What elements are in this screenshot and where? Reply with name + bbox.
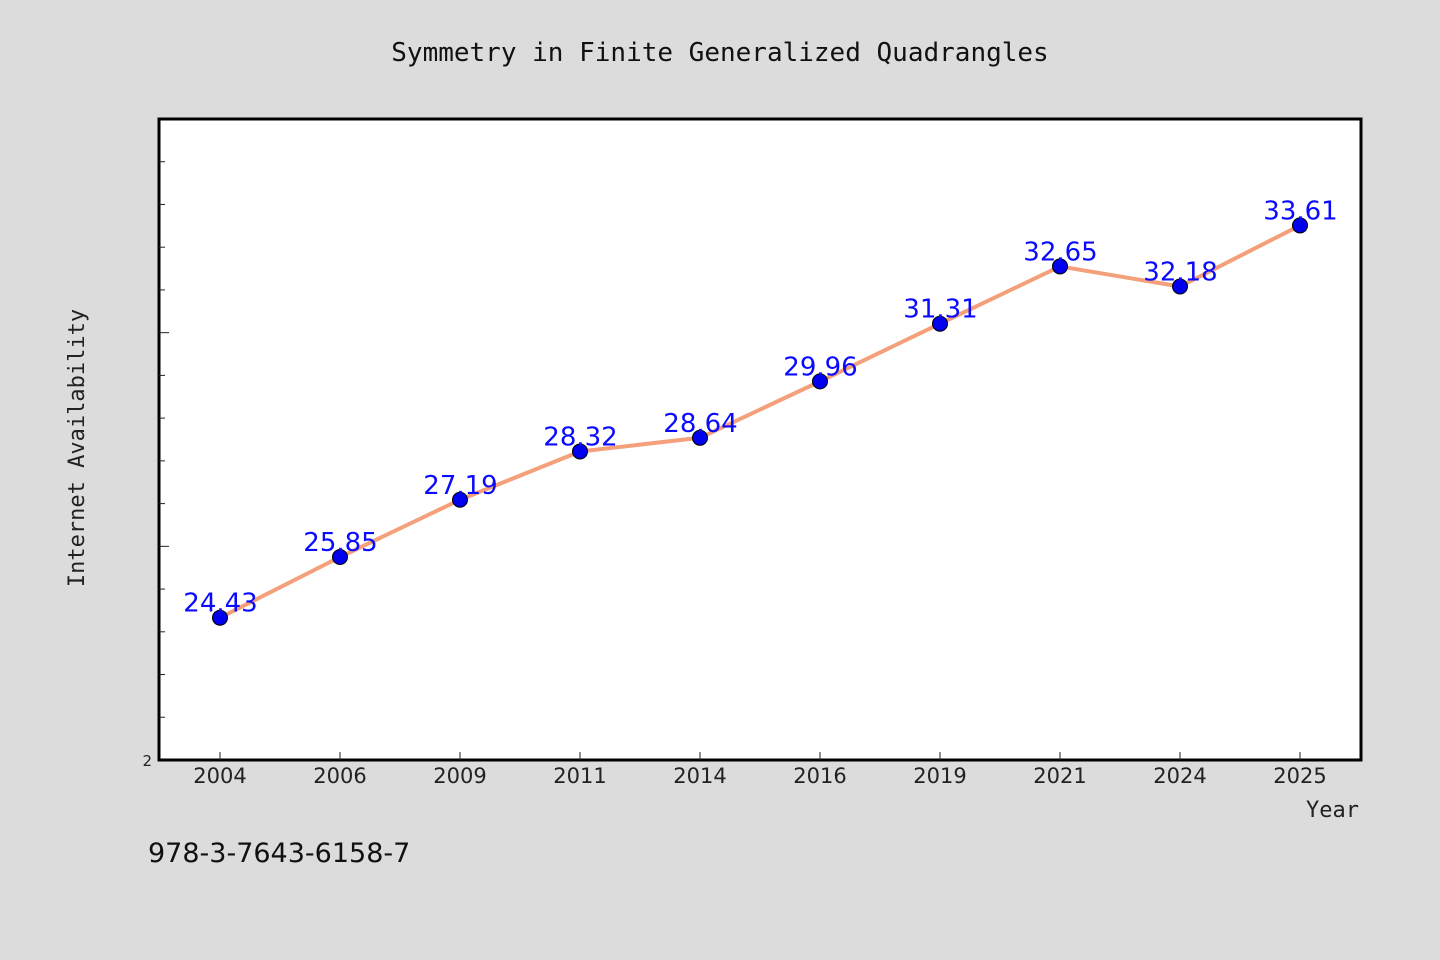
- x-tick-label: 2014: [673, 764, 726, 788]
- y-axis-label: Internet Availability: [65, 309, 90, 587]
- chart-title: Symmetry in Finite Generalized Quadrangl…: [391, 38, 1048, 68]
- x-tick-label: 2024: [1153, 764, 1206, 788]
- data-point: [812, 373, 828, 390]
- plot-area: [157, 117, 1363, 762]
- series-line-group: [218, 223, 1302, 620]
- data-points: [212, 217, 1308, 626]
- data-point: [1052, 258, 1068, 275]
- x-tick-label: 2021: [1033, 764, 1086, 788]
- data-label: 31.31: [903, 295, 977, 325]
- data-point: [1172, 278, 1188, 295]
- data-point: [452, 491, 468, 508]
- y-axis-ticks: [159, 161, 169, 718]
- data-point: [572, 443, 588, 460]
- data-labels: 24.43 25.85 27.19 28.32 28.64 29.96 31.31 32.65…: [183, 196, 1337, 618]
- x-tick-label: 2019: [913, 764, 966, 788]
- data-label: 25.85: [303, 528, 377, 558]
- data-label: 24.43: [183, 589, 257, 619]
- x-tick-label: 2011: [553, 764, 606, 788]
- series-line: [218, 223, 1302, 620]
- x-axis-ticks: 2004 2006 2009 2011 2014 2016 2019 2021 2024 2025: [193, 752, 1327, 788]
- data-label: 27.19: [423, 471, 497, 501]
- data-label: 28.64: [663, 409, 737, 439]
- footer-isbn: 978-3-7643-6158-7: [148, 838, 410, 869]
- x-tick-label: 2006: [313, 764, 366, 788]
- data-label: 32.65: [1023, 237, 1097, 267]
- data-point: [932, 315, 948, 332]
- data-label: 29.96: [783, 352, 857, 382]
- data-label: 32.18: [1143, 258, 1217, 288]
- x-tick-label: 2016: [793, 764, 846, 788]
- data-point: [692, 429, 708, 446]
- data-label: 28.32: [543, 422, 617, 452]
- x-tick-label: 2004: [193, 764, 246, 788]
- data-label: 33.61: [1263, 196, 1337, 226]
- y-tick-label: 2: [142, 752, 152, 770]
- data-point: [212, 609, 228, 626]
- x-tick-label: 2009: [433, 764, 486, 788]
- data-point: [1292, 217, 1308, 234]
- x-tick-label: 2025: [1273, 764, 1326, 788]
- x-axis-label: Year: [1306, 798, 1359, 823]
- data-point: [332, 549, 348, 566]
